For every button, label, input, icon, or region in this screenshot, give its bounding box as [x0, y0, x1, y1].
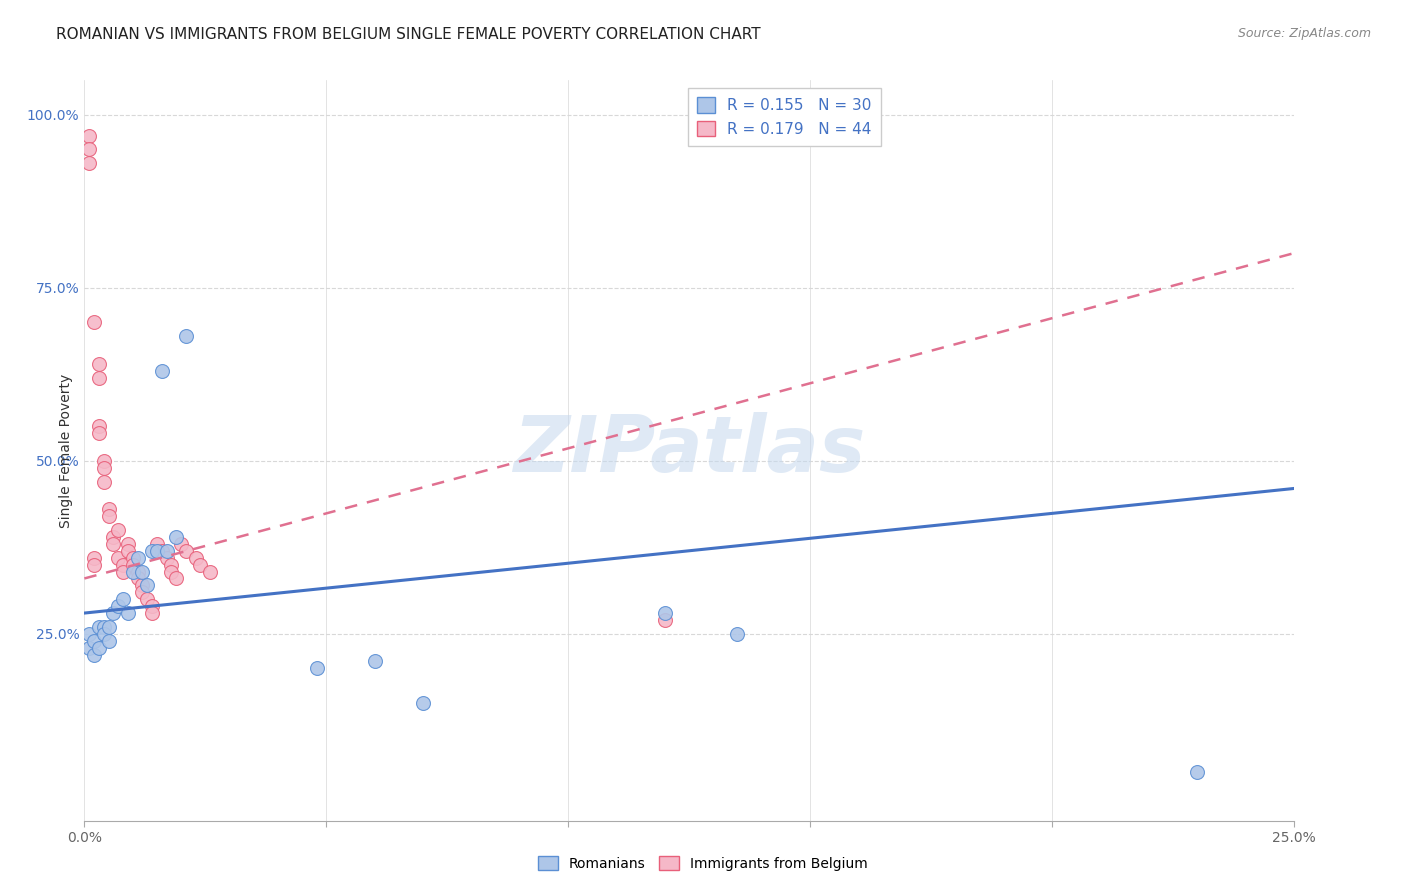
Point: [136, 592, 159, 607]
Point: [174, 543, 197, 558]
Point: [121, 550, 143, 565]
Point: [77, 128, 100, 143]
Text: Source: ZipAtlas.com: Source: ZipAtlas.com: [1237, 27, 1371, 40]
Point: [107, 550, 129, 565]
Point: [190, 558, 212, 572]
Point: [77, 143, 100, 157]
Point: [83, 550, 105, 565]
Point: [112, 558, 135, 572]
Point: [87, 620, 110, 634]
Point: [155, 543, 177, 558]
Point: [83, 633, 105, 648]
Point: [363, 655, 385, 669]
Point: [146, 543, 169, 558]
Point: [136, 578, 159, 592]
Legend: Romanians, Immigrants from Belgium: Romanians, Immigrants from Belgium: [533, 851, 873, 876]
Point: [87, 357, 110, 371]
Point: [141, 543, 163, 558]
Point: [97, 620, 120, 634]
Text: ROMANIAN VS IMMIGRANTS FROM BELGIUM SINGLE FEMALE POVERTY CORRELATION CHART: ROMANIAN VS IMMIGRANTS FROM BELGIUM SING…: [56, 27, 761, 42]
Point: [121, 558, 143, 572]
Point: [165, 530, 187, 544]
Point: [103, 537, 125, 551]
Point: [127, 572, 149, 586]
Point: [77, 156, 100, 170]
Point: [131, 578, 153, 592]
Point: [198, 565, 221, 579]
Point: [83, 558, 105, 572]
Point: [121, 565, 143, 579]
Point: [93, 454, 115, 468]
Point: [141, 599, 163, 614]
Point: [83, 315, 105, 329]
Point: [97, 502, 120, 516]
Point: [107, 523, 129, 537]
Point: [127, 550, 149, 565]
Point: [174, 329, 197, 343]
Point: [160, 565, 183, 579]
Point: [83, 648, 105, 662]
Text: ZIPatlas: ZIPatlas: [513, 412, 865, 489]
Point: [1185, 765, 1208, 780]
Point: [160, 558, 183, 572]
Point: [412, 696, 434, 710]
Point: [654, 613, 676, 627]
Point: [117, 543, 139, 558]
Point: [93, 475, 115, 489]
Point: [93, 627, 115, 641]
Point: [93, 460, 115, 475]
Point: [103, 530, 125, 544]
Y-axis label: Single Female Poverty: Single Female Poverty: [59, 374, 73, 527]
Point: [107, 599, 129, 614]
Point: [146, 537, 169, 551]
Point: [725, 627, 748, 641]
Legend: R = 0.155   N = 30, R = 0.179   N = 44: R = 0.155 N = 30, R = 0.179 N = 44: [688, 88, 880, 146]
Point: [117, 606, 139, 620]
Point: [141, 606, 163, 620]
Point: [87, 419, 110, 434]
Point: [155, 550, 177, 565]
Point: [127, 565, 149, 579]
Point: [77, 640, 100, 655]
Point: [97, 633, 120, 648]
Point: [131, 585, 153, 599]
Point: [112, 565, 135, 579]
Point: [112, 592, 135, 607]
Point: [170, 537, 193, 551]
Point: [131, 565, 153, 579]
Point: [97, 509, 120, 524]
Point: [87, 640, 110, 655]
Point: [77, 627, 100, 641]
Point: [93, 620, 115, 634]
Point: [654, 606, 676, 620]
Point: [103, 606, 125, 620]
Point: [117, 537, 139, 551]
Point: [305, 661, 328, 675]
Point: [165, 572, 187, 586]
Point: [87, 426, 110, 441]
Point: [150, 364, 173, 378]
Point: [87, 371, 110, 385]
Point: [184, 550, 207, 565]
Point: [150, 543, 173, 558]
